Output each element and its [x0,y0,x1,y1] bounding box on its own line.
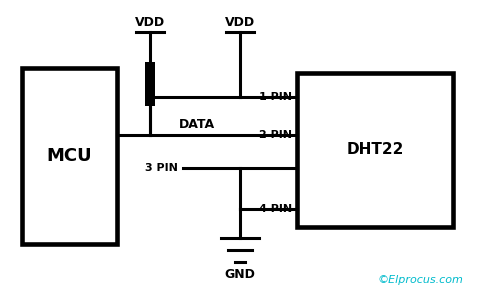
Bar [144,62,155,106]
Text: MCU: MCU [47,147,92,165]
Text: VDD: VDD [135,16,165,29]
Text: 3 PIN: 3 PIN [145,163,179,173]
Text: 4 PIN: 4 PIN [259,204,292,214]
Text: ©Elprocus.com: ©Elprocus.com [377,275,463,285]
Text: DHT22: DHT22 [347,142,404,158]
Text: 2 PIN: 2 PIN [259,130,292,140]
Text: GND: GND [225,268,255,281]
Text: 1 PIN: 1 PIN [259,92,292,102]
Bar [22,68,117,244]
Text: VDD: VDD [225,16,255,29]
Text: DATA: DATA [179,118,216,131]
Bar [297,74,454,226]
